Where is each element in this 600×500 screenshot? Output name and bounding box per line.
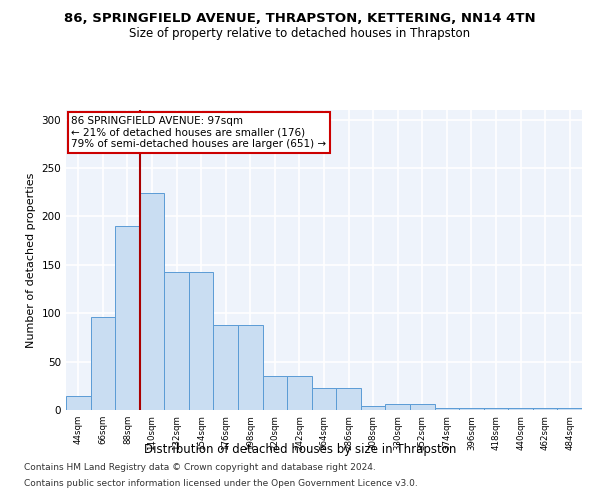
Bar bbox=[66, 396, 91, 410]
Text: Contains public sector information licensed under the Open Government Licence v3: Contains public sector information licen… bbox=[24, 478, 418, 488]
Bar bbox=[533, 408, 557, 410]
Bar bbox=[164, 272, 189, 410]
Bar bbox=[140, 193, 164, 410]
Bar bbox=[557, 408, 582, 410]
Bar bbox=[484, 408, 508, 410]
Text: 86, SPRINGFIELD AVENUE, THRAPSTON, KETTERING, NN14 4TN: 86, SPRINGFIELD AVENUE, THRAPSTON, KETTE… bbox=[64, 12, 536, 26]
Text: Contains HM Land Registry data © Crown copyright and database right 2024.: Contains HM Land Registry data © Crown c… bbox=[24, 464, 376, 472]
Bar bbox=[115, 226, 140, 410]
Bar bbox=[214, 325, 238, 410]
Text: Distribution of detached houses by size in Thrapston: Distribution of detached houses by size … bbox=[144, 442, 456, 456]
Text: 86 SPRINGFIELD AVENUE: 97sqm
← 21% of detached houses are smaller (176)
79% of s: 86 SPRINGFIELD AVENUE: 97sqm ← 21% of de… bbox=[71, 116, 326, 149]
Bar bbox=[361, 406, 385, 410]
Bar bbox=[263, 376, 287, 410]
Bar bbox=[287, 376, 312, 410]
Bar bbox=[238, 325, 263, 410]
Bar bbox=[189, 272, 214, 410]
Bar bbox=[385, 404, 410, 410]
Text: Size of property relative to detached houses in Thrapston: Size of property relative to detached ho… bbox=[130, 28, 470, 40]
Y-axis label: Number of detached properties: Number of detached properties bbox=[26, 172, 36, 348]
Bar bbox=[312, 388, 336, 410]
Bar bbox=[336, 388, 361, 410]
Bar bbox=[410, 404, 434, 410]
Bar bbox=[434, 408, 459, 410]
Bar bbox=[459, 408, 484, 410]
Bar bbox=[508, 408, 533, 410]
Bar bbox=[91, 317, 115, 410]
